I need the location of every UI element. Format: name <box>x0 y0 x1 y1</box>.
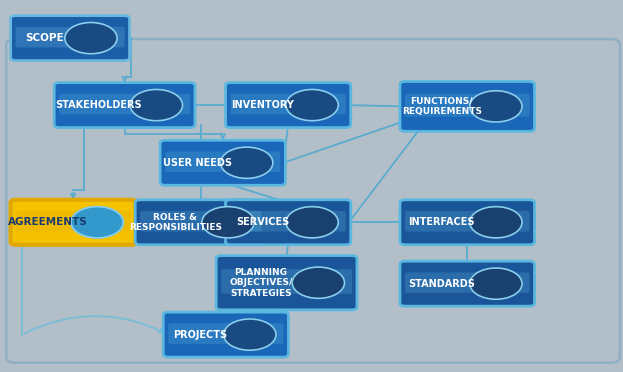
FancyBboxPatch shape <box>405 94 530 117</box>
FancyBboxPatch shape <box>59 94 190 114</box>
Text: INTERFACES: INTERFACES <box>409 217 475 227</box>
Circle shape <box>470 207 522 238</box>
Text: STAKEHOLDERS: STAKEHOLDERS <box>55 100 143 110</box>
Text: ROLES &
RESPONSIBILITIES: ROLES & RESPONSIBILITIES <box>129 212 222 232</box>
Circle shape <box>470 268 522 299</box>
FancyBboxPatch shape <box>16 27 125 47</box>
FancyBboxPatch shape <box>11 16 130 61</box>
Text: SERVICES: SERVICES <box>236 217 289 227</box>
FancyBboxPatch shape <box>163 312 288 357</box>
FancyBboxPatch shape <box>400 261 535 306</box>
Circle shape <box>202 207 254 238</box>
FancyBboxPatch shape <box>16 211 131 231</box>
Circle shape <box>292 267 345 298</box>
Text: FUNCTIONS/
REQUIREMENTS: FUNCTIONS/ REQUIREMENTS <box>402 97 482 116</box>
Circle shape <box>65 22 117 54</box>
FancyBboxPatch shape <box>135 200 267 245</box>
FancyBboxPatch shape <box>400 81 535 131</box>
FancyBboxPatch shape <box>54 83 195 128</box>
FancyBboxPatch shape <box>165 151 280 172</box>
FancyBboxPatch shape <box>11 200 136 245</box>
Circle shape <box>221 147 273 178</box>
Circle shape <box>286 89 338 121</box>
FancyBboxPatch shape <box>160 140 285 185</box>
FancyBboxPatch shape <box>405 272 530 293</box>
Text: STANDARDS: STANDARDS <box>408 279 475 289</box>
Circle shape <box>286 207 338 238</box>
FancyBboxPatch shape <box>168 323 283 344</box>
Text: INVENTORY: INVENTORY <box>231 100 294 110</box>
FancyBboxPatch shape <box>221 269 352 294</box>
Text: PROJECTS: PROJECTS <box>173 330 227 340</box>
FancyBboxPatch shape <box>405 211 530 231</box>
FancyBboxPatch shape <box>400 200 535 245</box>
Circle shape <box>130 89 183 121</box>
Text: AGREEMENTS: AGREEMENTS <box>7 217 88 227</box>
FancyBboxPatch shape <box>231 94 346 114</box>
Circle shape <box>71 207 123 238</box>
FancyBboxPatch shape <box>140 211 262 231</box>
Text: USER NEEDS: USER NEEDS <box>163 158 232 168</box>
Text: SCOPE: SCOPE <box>26 33 64 43</box>
FancyBboxPatch shape <box>231 211 346 231</box>
Circle shape <box>224 319 276 350</box>
FancyBboxPatch shape <box>216 256 357 310</box>
FancyBboxPatch shape <box>226 83 351 128</box>
Text: PLANNING
OBJECTIVES/
STRATEGIES: PLANNING OBJECTIVES/ STRATEGIES <box>229 268 293 298</box>
Circle shape <box>470 91 522 122</box>
FancyBboxPatch shape <box>226 200 351 245</box>
